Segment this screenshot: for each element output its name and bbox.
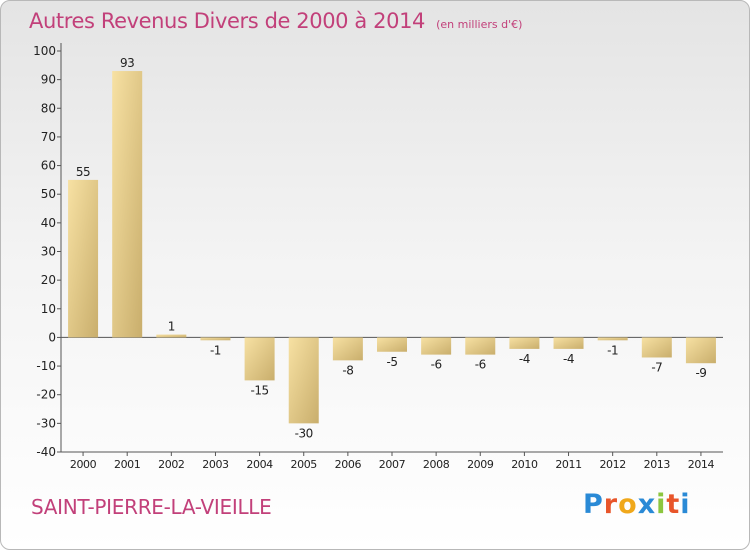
x-tick-label: 2008 (423, 458, 450, 471)
brand-logo-letter: P (583, 489, 604, 520)
data-label: -4 (519, 352, 530, 366)
bar (421, 337, 452, 355)
bar (685, 337, 716, 364)
data-label: 55 (76, 165, 90, 179)
y-tick-label: 40 (41, 216, 56, 230)
data-label: -4 (563, 352, 574, 366)
y-tick-label: 100 (33, 44, 56, 58)
bar (553, 337, 584, 349)
bar (509, 337, 540, 349)
bar (465, 337, 496, 355)
bar (641, 337, 672, 358)
data-label: -8 (342, 363, 353, 377)
bar (597, 337, 628, 341)
x-tick-label: 2001 (114, 458, 140, 471)
x-tick-label: 2003 (202, 458, 229, 471)
chart-title: Autres Revenus Divers de 2000 à 2014 (29, 9, 426, 33)
data-label: -6 (431, 358, 442, 372)
y-tick-label: 60 (41, 159, 56, 173)
brand-logo-letter: o (618, 489, 638, 520)
data-label: -6 (475, 358, 486, 372)
y-tick-label: -30 (36, 416, 56, 430)
bar (200, 337, 231, 341)
brand-logo-letter: i (680, 489, 691, 520)
brand-logo-letter: i (656, 489, 667, 520)
x-tick-label: 2007 (379, 458, 406, 471)
y-tick-label: 90 (41, 73, 56, 87)
y-tick-label: 70 (41, 130, 56, 144)
y-tick-label: 30 (41, 245, 56, 259)
brand-logo-letter: t (666, 489, 681, 520)
x-tick-label: 2012 (599, 458, 625, 471)
bar (112, 71, 143, 338)
x-tick-label: 2014 (688, 458, 715, 471)
bar (332, 337, 363, 361)
x-tick-label: 2009 (467, 458, 494, 471)
data-label: -15 (251, 383, 269, 397)
brand-logo-letter: x (637, 489, 657, 520)
y-tick-label: 10 (41, 302, 56, 316)
y-tick-label: 20 (41, 273, 56, 287)
brand-logo-letter: r (603, 489, 619, 520)
bar (244, 337, 275, 381)
x-tick-label: 2005 (291, 458, 318, 471)
y-tick-label: 50 (41, 187, 56, 201)
data-label: -30 (295, 426, 313, 440)
x-tick-label: 2004 (246, 458, 273, 471)
x-tick-label: 2006 (335, 458, 362, 471)
data-label: -1 (210, 343, 221, 357)
place-name: SAINT-PIERRE-LA-VIEILLE (31, 495, 272, 519)
x-tick-label: 2011 (555, 458, 581, 471)
y-tick-label: -20 (36, 388, 56, 402)
data-label: 1 (168, 320, 175, 334)
y-tick-label: -10 (36, 359, 56, 373)
y-tick-label: -40 (36, 445, 56, 459)
data-label: -1 (607, 343, 618, 357)
chart-subtitle: (en milliers d'€) (436, 18, 523, 31)
data-label: 93 (120, 56, 134, 70)
y-tick-label: 80 (41, 101, 56, 115)
x-tick-label: 2002 (158, 458, 184, 471)
data-label: -5 (387, 355, 398, 369)
x-tick-label: 2013 (644, 458, 671, 471)
title-row: Autres Revenus Divers de 2000 à 2014 (en… (29, 9, 522, 33)
bar (156, 334, 187, 338)
x-tick-label: 2010 (511, 458, 538, 471)
y-tick-label: 0 (48, 330, 56, 344)
bar (68, 179, 99, 338)
data-label: -9 (695, 366, 706, 380)
bar (377, 337, 407, 352)
bar (288, 337, 319, 424)
x-tick-label: 2000 (70, 458, 97, 471)
brand-logo: Proxiti (583, 489, 691, 520)
data-label: -7 (651, 360, 662, 374)
